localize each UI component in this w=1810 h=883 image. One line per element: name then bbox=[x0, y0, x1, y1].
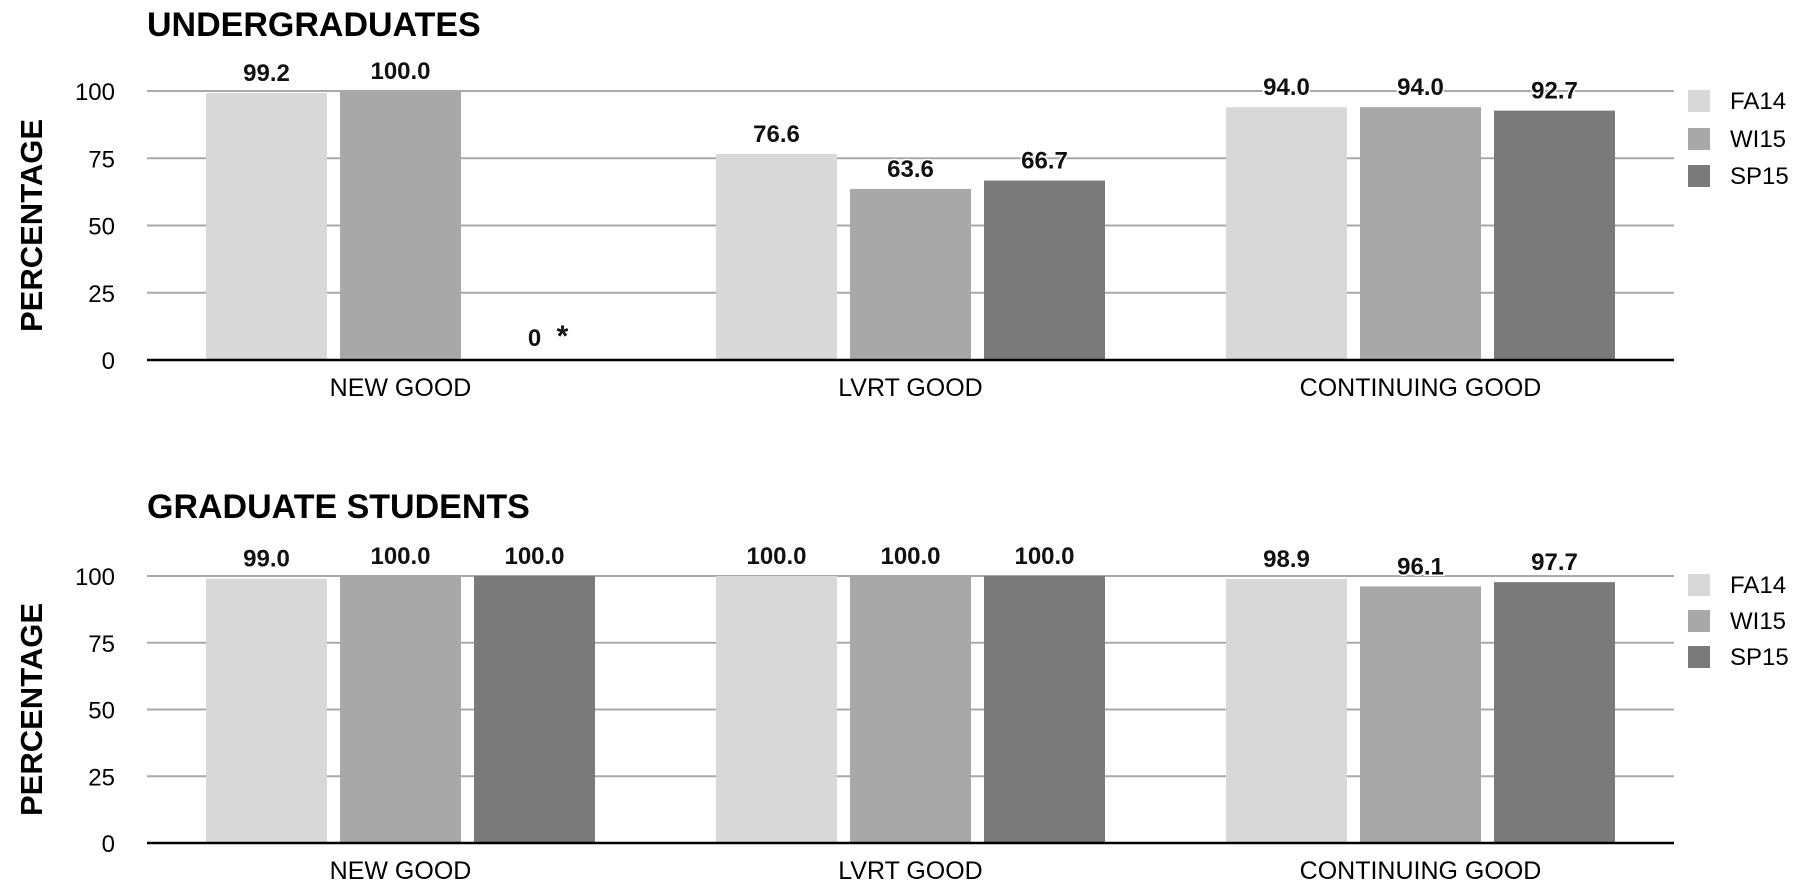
legend-swatch bbox=[1688, 610, 1710, 632]
chart-title: GRADUATE STUDENTS bbox=[147, 488, 530, 526]
bar bbox=[716, 576, 837, 843]
bar bbox=[206, 578, 327, 843]
y-tick-label: 25 bbox=[88, 764, 115, 791]
chart-2: GRADUATE STUDENTS PERCENTAGE 0 25 50 75 100 99.… bbox=[14, 488, 1789, 883]
y-tick-label: 50 bbox=[88, 214, 115, 241]
data-label: 76.6 bbox=[753, 121, 800, 148]
y-tick-label: 25 bbox=[88, 281, 115, 308]
category-label: LVRT GOOD bbox=[838, 857, 982, 883]
bar bbox=[1494, 110, 1615, 361]
data-label: 100.0 bbox=[370, 58, 430, 85]
legend-swatch bbox=[1688, 574, 1710, 596]
legend-label: WI15 bbox=[1730, 126, 1786, 153]
bar bbox=[340, 576, 461, 843]
category-label: NEW GOOD bbox=[330, 857, 472, 883]
data-label: 100.0 bbox=[746, 543, 806, 570]
data-label: 99.0 bbox=[243, 546, 290, 573]
data-label: 100.0 bbox=[504, 543, 564, 570]
legend-label: FA14 bbox=[1730, 572, 1786, 599]
bar bbox=[1494, 582, 1615, 843]
data-label: 66.7 bbox=[1021, 148, 1068, 175]
category-label: NEW GOOD bbox=[330, 374, 472, 402]
legend-label: SP15 bbox=[1730, 163, 1789, 190]
data-label: 96.1 bbox=[1397, 553, 1444, 580]
bar bbox=[1360, 107, 1481, 360]
y-axis-label: PERCENTAGE bbox=[14, 119, 49, 332]
data-label: 100.0 bbox=[880, 543, 940, 570]
chart-title: UNDERGRADUATES bbox=[147, 6, 481, 44]
annotation-asterisk: * bbox=[557, 320, 569, 353]
legend-label: FA14 bbox=[1730, 88, 1786, 115]
category-label: CONTINUING GOOD bbox=[1300, 857, 1542, 883]
legend-swatch bbox=[1688, 646, 1710, 668]
y-tick-label: 0 bbox=[102, 348, 115, 375]
data-label: 94.0 bbox=[1263, 74, 1310, 101]
y-axis-label: PERCENTAGE bbox=[14, 603, 49, 816]
y-tick-label: 100 bbox=[75, 564, 115, 591]
bar bbox=[1226, 578, 1347, 843]
chart-1: UNDERGRADUATES PERCENTAGE 0 25 50 75 100 99.2 76… bbox=[14, 6, 1789, 402]
data-label: 99.2 bbox=[243, 60, 290, 87]
bar bbox=[340, 91, 461, 360]
y-tick-label: 50 bbox=[88, 698, 115, 725]
bar bbox=[474, 576, 595, 843]
bar bbox=[716, 153, 837, 360]
legend-label: WI15 bbox=[1730, 608, 1786, 635]
y-tick-label: 75 bbox=[88, 146, 115, 173]
y-tick-label: 0 bbox=[102, 831, 115, 858]
data-label: 100.0 bbox=[370, 543, 430, 570]
bar bbox=[850, 188, 971, 360]
data-label: 97.7 bbox=[1531, 549, 1578, 576]
data-label: 0 bbox=[528, 325, 541, 352]
y-tick-label: 100 bbox=[75, 79, 115, 106]
legend-swatch bbox=[1688, 90, 1710, 112]
data-label: 92.7 bbox=[1531, 78, 1578, 105]
bar bbox=[1226, 107, 1347, 360]
bar bbox=[1360, 586, 1481, 843]
bar bbox=[850, 576, 971, 843]
bar bbox=[984, 576, 1105, 843]
bar bbox=[206, 93, 327, 360]
data-label: 100.0 bbox=[1014, 543, 1074, 570]
bar bbox=[984, 180, 1105, 360]
data-label: 94.0 bbox=[1397, 74, 1444, 101]
legend-label: SP15 bbox=[1730, 644, 1789, 671]
data-label: 63.6 bbox=[887, 156, 934, 183]
y-tick-label: 75 bbox=[88, 631, 115, 658]
category-label: LVRT GOOD bbox=[838, 374, 982, 402]
legend-swatch bbox=[1688, 128, 1710, 150]
legend-swatch bbox=[1688, 165, 1710, 187]
category-label: CONTINUING GOOD bbox=[1300, 374, 1542, 402]
data-label: 98.9 bbox=[1263, 546, 1310, 573]
